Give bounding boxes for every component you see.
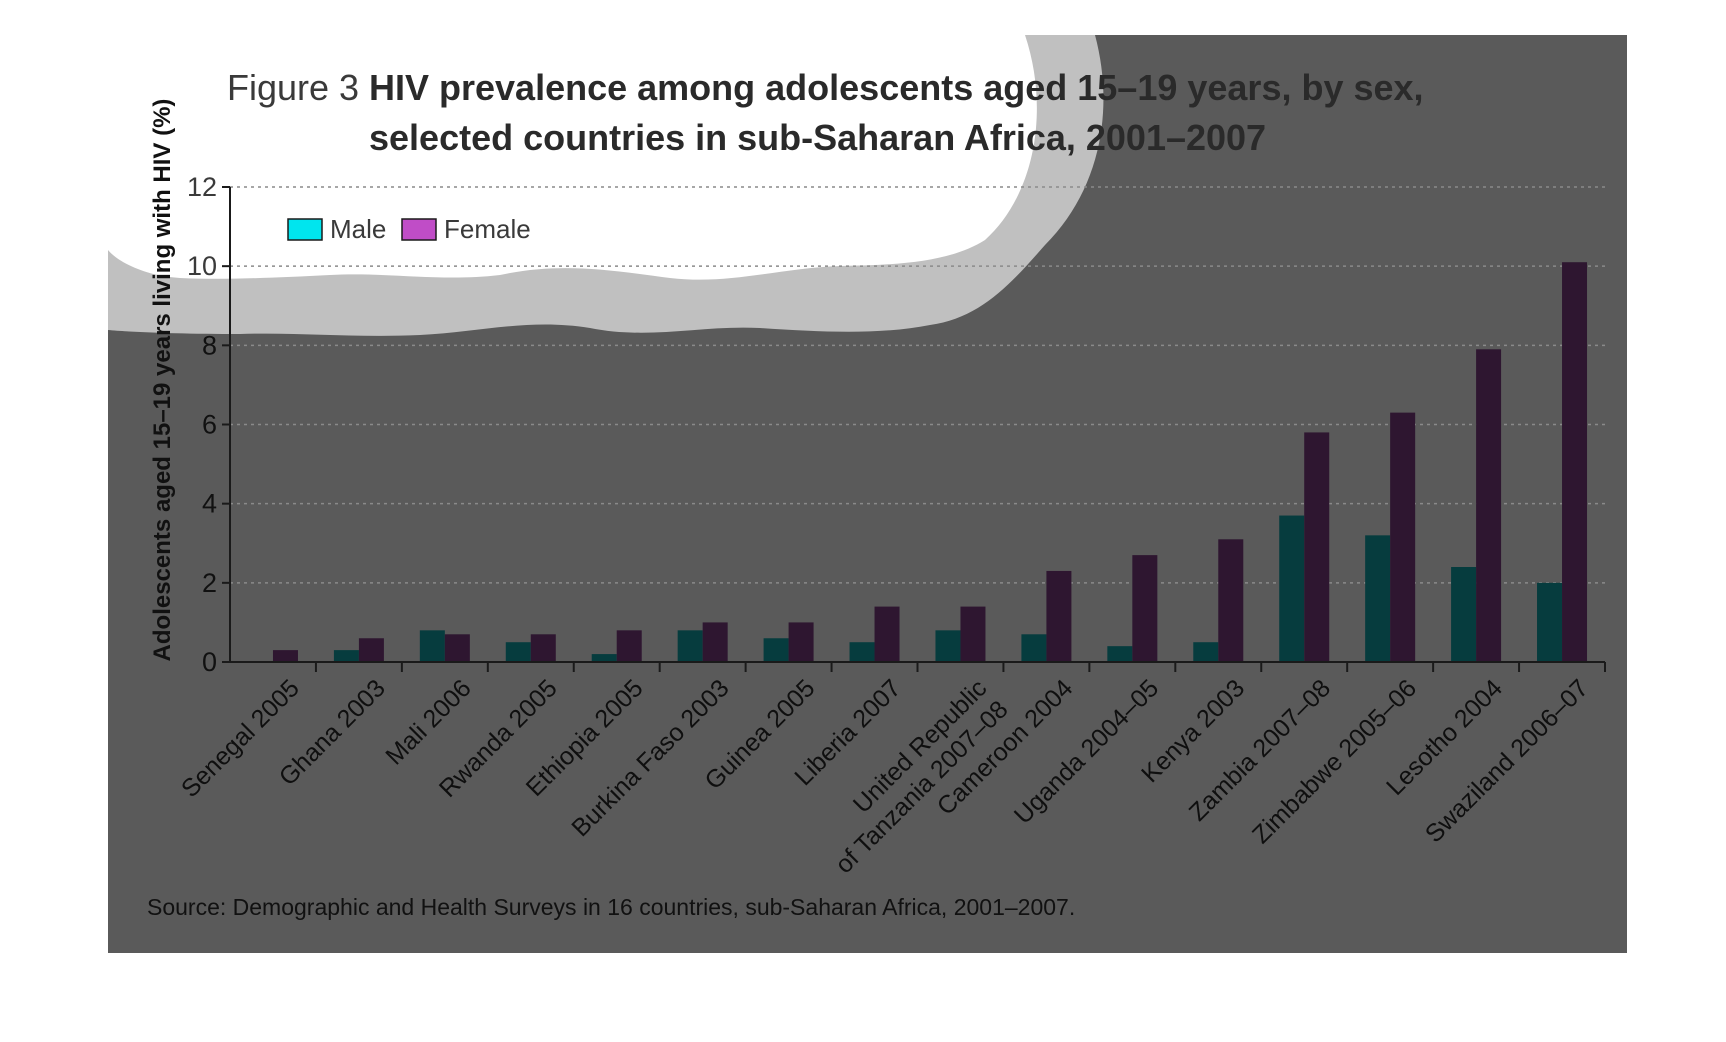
legend-label-male: Male [330,214,386,244]
source-note: Source: Demographic and Health Surveys i… [147,894,1075,920]
legend-label-female: Female [444,214,531,244]
y-tick-label: 8 [202,330,217,360]
bar-female [1132,555,1158,662]
y-tick-label: 0 [202,647,217,677]
axes: 0 2 4 6 8 10 12 [187,172,1606,677]
bar-female [358,638,384,662]
bar-male [935,630,961,662]
bar-male [1021,634,1047,662]
bar-female [272,650,298,662]
gridlines [230,186,1605,584]
bar-female [702,622,728,662]
bar-female [616,630,642,662]
bar-male [1193,642,1219,662]
figure-label: Figure 3 [227,67,359,108]
y-tick-label: 4 [202,489,217,519]
figure-title-line2: selected countries in sub-Saharan Africa… [369,117,1266,158]
bar-female [1390,412,1416,662]
bar-female [1218,539,1244,662]
y-tick-label: 6 [202,410,217,440]
bar-male [1279,515,1305,662]
bar-male [505,642,531,662]
y-axis-label: Adolescents aged 15–19 years living with… [149,99,176,662]
bar-male [591,654,617,662]
bar-female [444,634,470,662]
legend: Male Female [287,214,531,244]
legend-swatch-female [401,218,437,241]
y-tick-label: 10 [187,251,217,281]
bar-female [1046,570,1072,662]
bar-male [1537,582,1563,662]
bar-female [530,634,556,662]
cloud-shape [108,35,1037,280]
bar-male [849,642,875,662]
bar-male [1365,535,1391,662]
legend-swatch-male [287,218,323,241]
bar-male [333,650,359,662]
y-tick-label: 12 [187,172,217,202]
bar-male [677,630,703,662]
bar-female [960,606,986,662]
y-tick-label: 2 [202,568,217,598]
bar-female [1476,349,1502,662]
bar-male [419,630,445,662]
bar-female [874,606,900,662]
bar-male [763,638,789,662]
figure-title-line1: HIV prevalence among adolescents aged 15… [369,67,1424,108]
bar-female [1304,432,1330,662]
bar-male [1451,567,1477,662]
bar-female [1562,262,1588,662]
bar-male [1107,646,1133,662]
bars [272,262,1588,662]
bar-female [788,622,814,662]
